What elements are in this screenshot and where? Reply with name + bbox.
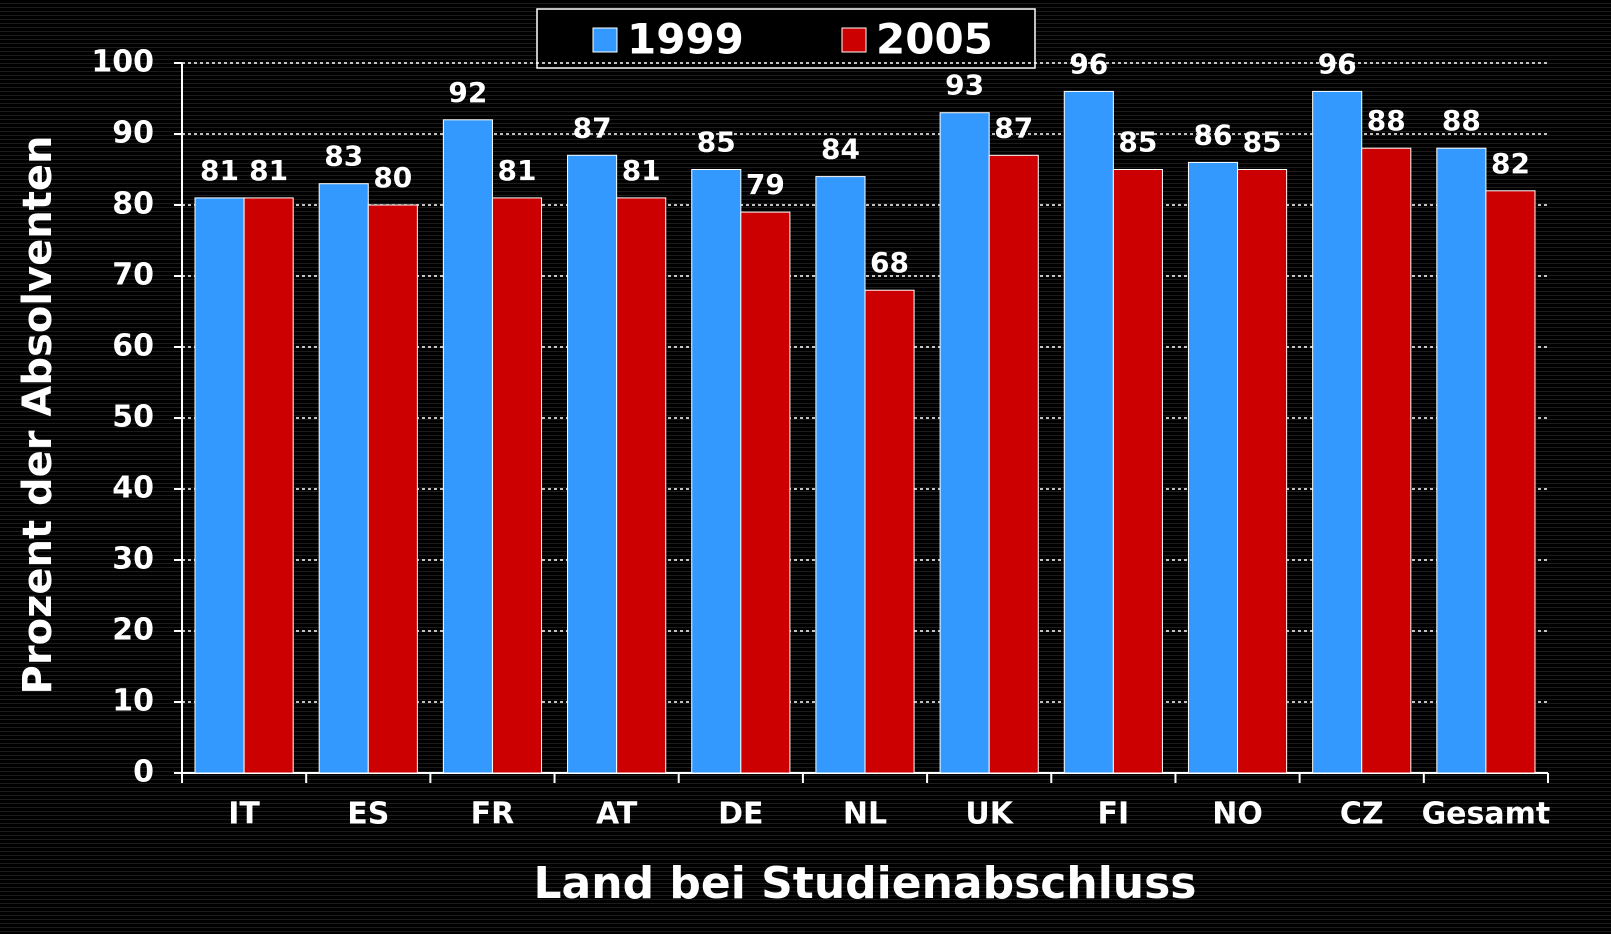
- y-tick-label: 20: [112, 613, 154, 648]
- bar: [1063, 90, 1114, 774]
- x-tick-label: ES: [347, 797, 389, 832]
- value-label: 96: [1318, 47, 1357, 80]
- value-label: 87: [573, 111, 612, 144]
- bar: [243, 197, 294, 774]
- y-tick-label: 50: [112, 400, 154, 435]
- value-label: 81: [498, 154, 537, 187]
- legend-label: 1999: [627, 15, 744, 64]
- value-label: 88: [1367, 104, 1406, 137]
- bar: [691, 169, 742, 774]
- y-tick-label: 90: [112, 116, 154, 151]
- bar: [864, 289, 915, 774]
- bar: [1312, 90, 1363, 774]
- y-tick-label: 100: [91, 45, 154, 80]
- x-tick-label: UK: [965, 797, 1014, 832]
- x-tick-label: NO: [1212, 797, 1263, 832]
- y-tick-label: 60: [112, 329, 154, 364]
- legend-swatch: [592, 27, 618, 53]
- bar: [939, 112, 990, 774]
- bar: [491, 197, 543, 774]
- bar: [1112, 169, 1163, 774]
- y-tick-label: 80: [112, 187, 154, 222]
- bar: [988, 154, 1039, 774]
- x-tick-label: IT: [228, 797, 260, 832]
- bar: [442, 119, 493, 774]
- x-tick-label: FI: [1098, 797, 1130, 832]
- bar: [567, 154, 618, 774]
- bar: [1237, 169, 1288, 774]
- x-tick-label: Gesamt: [1422, 797, 1551, 832]
- x-tick-label: CZ: [1340, 797, 1384, 832]
- bar: [1485, 190, 1536, 774]
- value-label: 81: [622, 154, 661, 187]
- y-tick-label: 30: [112, 542, 154, 577]
- value-label: 83: [324, 140, 363, 173]
- value-label: 81: [249, 154, 288, 187]
- value-label: 93: [945, 69, 984, 102]
- x-tick-label: AT: [596, 797, 638, 832]
- legend-label: 2005: [876, 15, 993, 64]
- value-label: 82: [1491, 147, 1530, 180]
- value-label: 96: [1069, 47, 1108, 80]
- x-tick-label: FR: [471, 797, 515, 832]
- value-label: 81: [200, 154, 239, 187]
- value-label: 86: [1194, 118, 1233, 151]
- y-tick-label: 10: [112, 684, 154, 719]
- x-tick-label: DE: [718, 797, 763, 832]
- x-axis-title: Land bei Studienabschluss: [534, 858, 1197, 909]
- legend-swatch: [841, 27, 867, 53]
- value-label: 84: [821, 133, 860, 166]
- value-label: 85: [1243, 126, 1282, 159]
- bar: [367, 204, 418, 774]
- value-label: 79: [746, 168, 785, 201]
- y-tick-label: 40: [112, 471, 154, 506]
- value-label: 85: [1118, 126, 1157, 159]
- bar: [815, 176, 866, 774]
- bar: [740, 211, 791, 774]
- bar: [1361, 147, 1412, 774]
- value-label: 87: [994, 111, 1033, 144]
- value-label: 80: [373, 161, 412, 194]
- bar: [1187, 161, 1239, 774]
- value-label: 68: [870, 246, 909, 279]
- y-tick-label: 70: [112, 258, 154, 293]
- bar: [194, 197, 245, 774]
- y-axis-title: Prozent der Absolventen: [15, 136, 61, 695]
- y-tick-label: 0: [133, 755, 154, 790]
- bar: [616, 197, 667, 774]
- x-tick-label: NL: [843, 797, 887, 832]
- value-label: 88: [1442, 104, 1481, 137]
- value-label: 92: [448, 76, 487, 109]
- bar: [1436, 147, 1487, 774]
- value-label: 85: [697, 126, 736, 159]
- bar: [318, 183, 369, 774]
- legend-box: [536, 8, 1036, 69]
